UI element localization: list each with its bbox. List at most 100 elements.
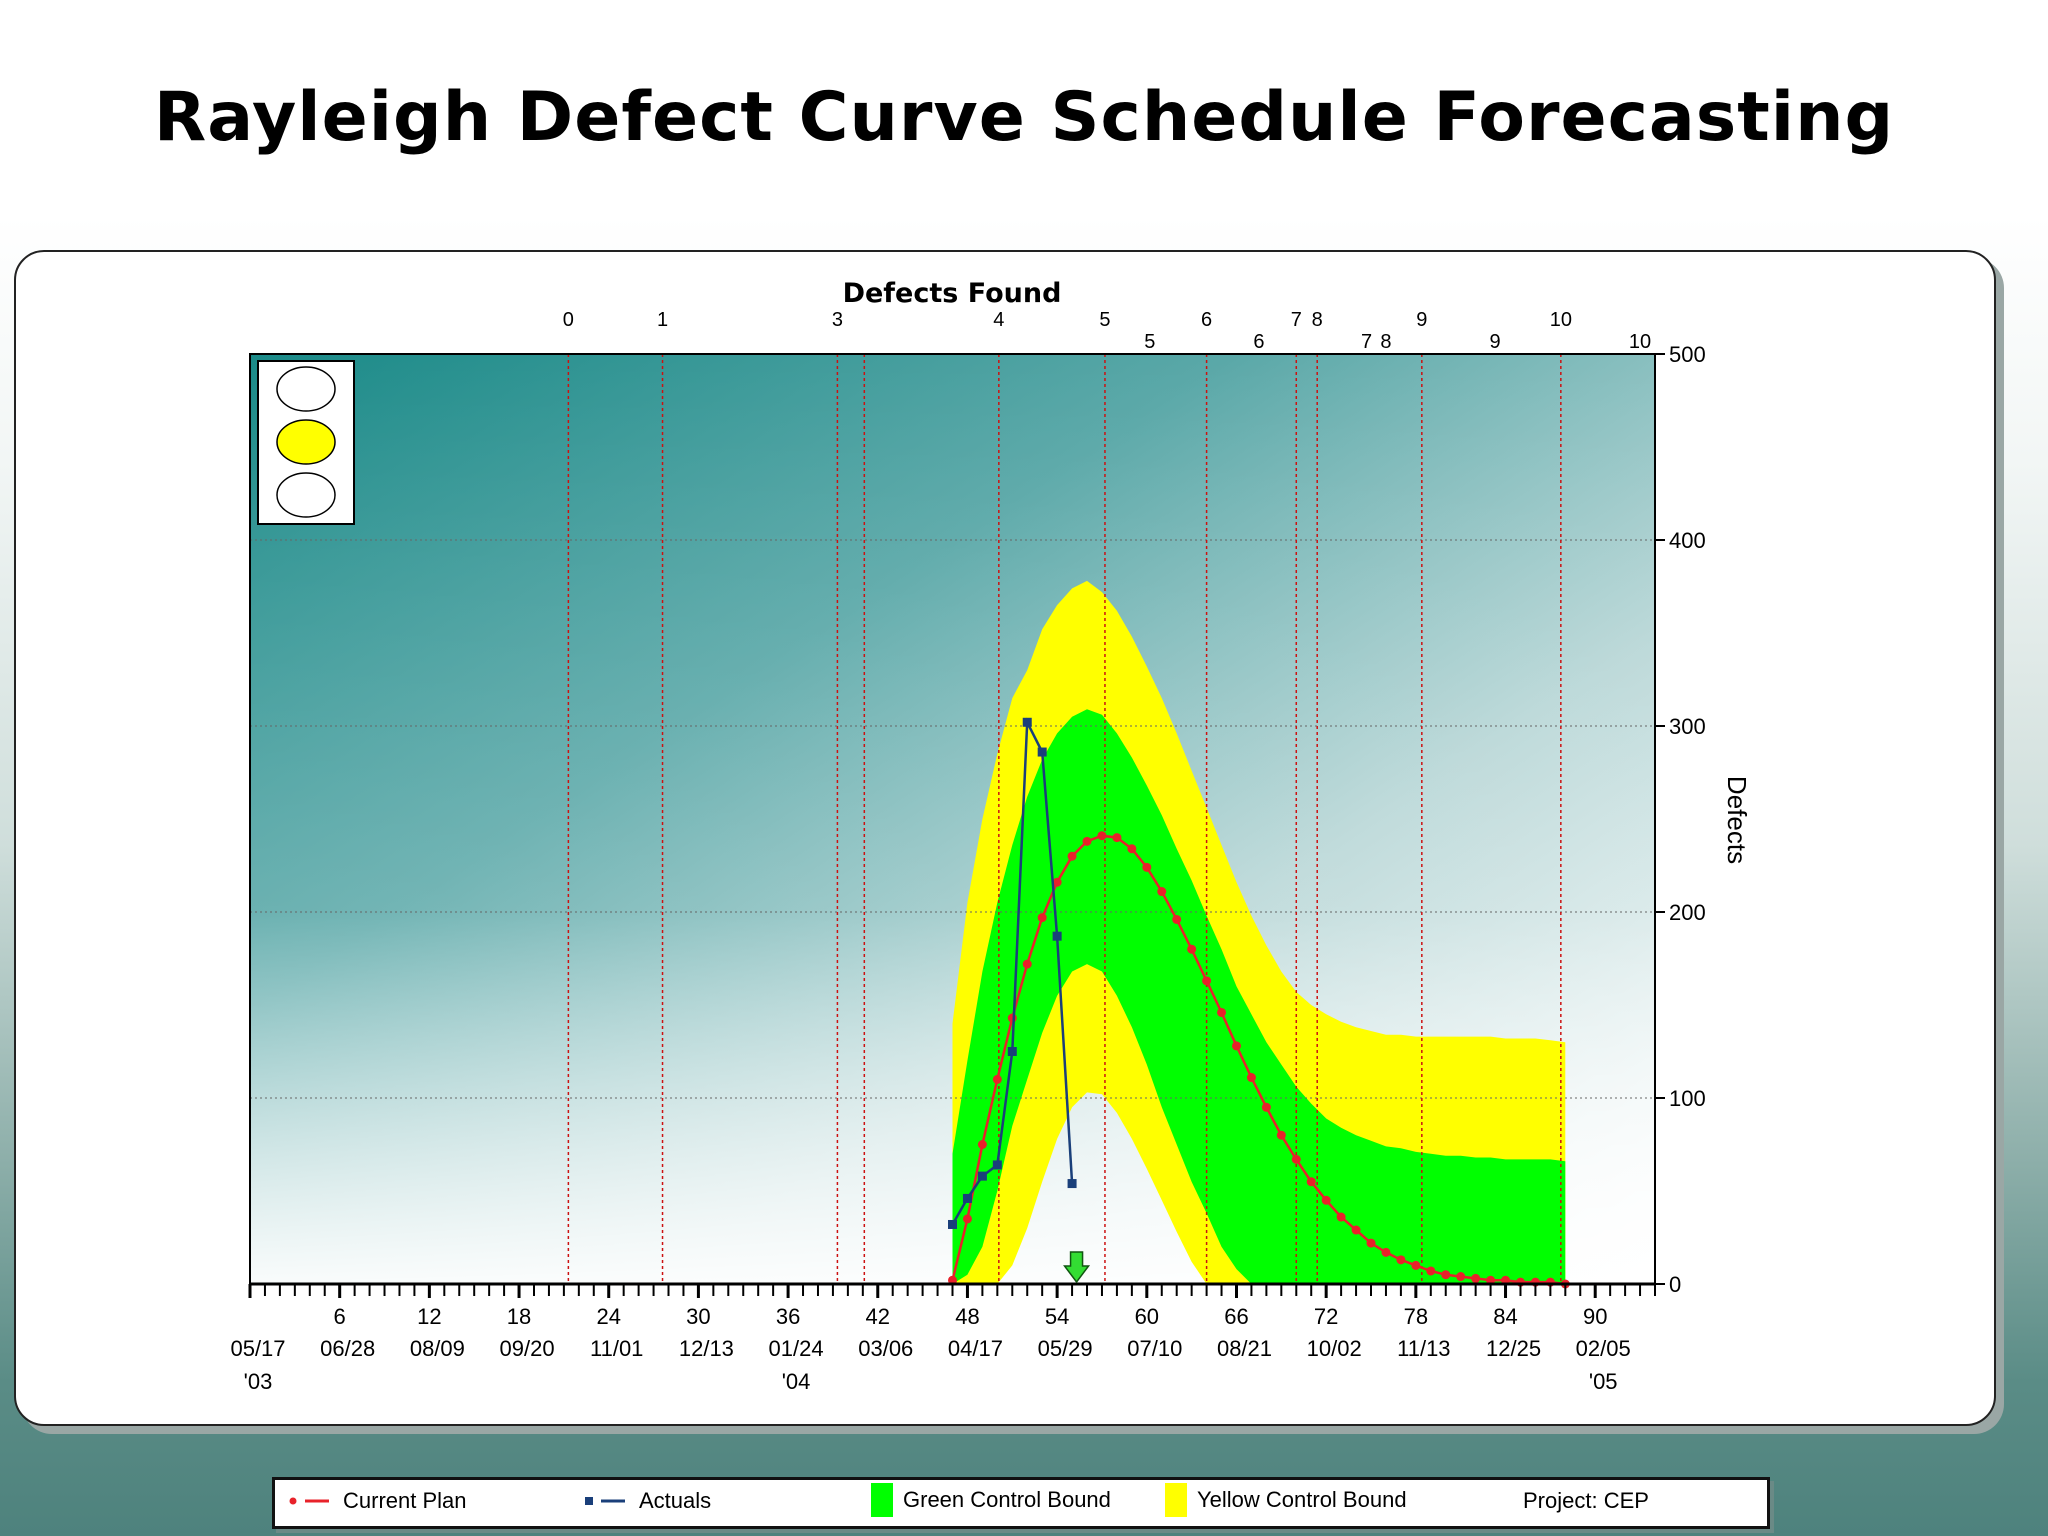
actuals-point [1007, 1047, 1017, 1056]
plan-point [1157, 887, 1167, 897]
plan-point [1396, 1255, 1406, 1265]
x-tick-label: 72 [1314, 1304, 1338, 1329]
x-tick-label: 6 [334, 1304, 346, 1329]
milestone-label: 0 [563, 309, 574, 331]
actuals-point [992, 1160, 1002, 1170]
date-label: 08/09 [410, 1336, 465, 1361]
plan-point [1202, 976, 1212, 986]
yellow-swatch-icon [1165, 1483, 1187, 1517]
plan-point [1142, 862, 1152, 872]
legend-plan-label: Current Plan [343, 1488, 467, 1513]
plan-point [1441, 1270, 1451, 1280]
plan-point [1112, 833, 1122, 843]
plan-point [1456, 1272, 1466, 1282]
legend-yellow-label: Yellow Control Bound [1197, 1487, 1407, 1512]
current-date-arrow-icon [1063, 1251, 1091, 1284]
actuals-point [1022, 717, 1032, 727]
milestone-label: 9 [1416, 309, 1427, 331]
date-label: 12/13 [679, 1336, 734, 1361]
milestone-label: 7 [1361, 331, 1372, 353]
chart-title: Defects Found [843, 278, 1062, 309]
plan-point [1187, 944, 1197, 954]
y-tick-label: 200 [1669, 900, 1706, 925]
plan-point [1097, 831, 1107, 841]
date-label: 11/13 [1397, 1336, 1450, 1361]
plan-point [1321, 1195, 1331, 1205]
plan-point [1366, 1238, 1376, 1248]
milestone-label: 9 [1490, 331, 1501, 353]
year-label: '05 [1589, 1369, 1618, 1394]
plan-point [1471, 1273, 1481, 1283]
date-label: 01/24 [769, 1336, 824, 1361]
milestone-label: 6 [1253, 331, 1264, 353]
x-tick-label: 12 [417, 1304, 441, 1329]
date-label: 03/06 [858, 1336, 913, 1361]
plan-point [1007, 1013, 1017, 1023]
green-swatch-icon [871, 1483, 893, 1517]
plan-point [1426, 1266, 1436, 1276]
plan-point [1291, 1154, 1301, 1164]
milestone-label: 10 [1550, 309, 1572, 331]
plan-point [962, 1214, 972, 1224]
legend-item-yellow: Yellow Control Bound [1165, 1483, 1407, 1517]
plan-point [1127, 844, 1137, 854]
legend-item-green: Green Control Bound [871, 1483, 1111, 1517]
legend-item-plan: Current Plan [287, 1488, 467, 1514]
legend-green-label: Green Control Bound [903, 1487, 1111, 1512]
date-label: 02/05 [1576, 1336, 1631, 1361]
milestone-label: 1 [657, 309, 668, 331]
date-label: 07/10 [1127, 1336, 1182, 1361]
milestone-label: 8 [1380, 331, 1391, 353]
indicator-light-top [276, 366, 336, 412]
y-tick-label: 100 [1669, 1086, 1706, 1111]
x-tick-label: 90 [1583, 1304, 1607, 1329]
actuals-point [948, 1219, 957, 1229]
x-tick-label: 36 [776, 1304, 800, 1329]
milestone-label: 7 [1291, 309, 1302, 331]
plan-point [1381, 1247, 1391, 1257]
date-label: 06/28 [320, 1336, 375, 1361]
x-tick-label: 84 [1493, 1304, 1517, 1329]
plan-point [1276, 1130, 1286, 1140]
plan-point [992, 1074, 1002, 1084]
plan-point [977, 1140, 987, 1149]
actuals-point [1067, 1179, 1077, 1189]
plan-point [1306, 1177, 1316, 1187]
x-tick-label: 60 [1135, 1304, 1159, 1329]
page-title: Rayleigh Defect Curve Schedule Forecasti… [153, 78, 1895, 157]
year-label: '03 [244, 1369, 273, 1394]
milestone-label: 8 [1312, 309, 1323, 331]
x-tick-label: 42 [866, 1304, 890, 1329]
x-tick-label: 30 [686, 1304, 710, 1329]
plan-point [1022, 959, 1032, 969]
x-tick-label: 78 [1404, 1304, 1428, 1329]
plan-point [1082, 836, 1092, 846]
plan-point [1261, 1102, 1271, 1112]
plan-point [1037, 913, 1047, 923]
y-tick-label: 300 [1669, 714, 1706, 739]
y-tick-label: 400 [1669, 528, 1706, 553]
indicator-light-bottom [276, 472, 336, 518]
plan-point [1172, 914, 1182, 924]
date-label: 04/17 [948, 1336, 1003, 1361]
milestone-label: 5 [1144, 331, 1155, 353]
legend: Current Plan Actuals Green Control Bound… [272, 1477, 1770, 1529]
x-tick-label: 18 [507, 1304, 531, 1329]
plan-point [1067, 851, 1077, 861]
indicator-light-yellow [276, 419, 336, 465]
milestone-label: 3 [832, 309, 843, 331]
plan-point [1231, 1041, 1241, 1051]
plan-point [1246, 1073, 1256, 1083]
date-label: 09/20 [500, 1336, 555, 1361]
x-tick-label: 54 [1045, 1304, 1069, 1329]
actuals-point [1052, 931, 1062, 941]
plan-legend-icon [289, 1497, 329, 1505]
date-label: 08/21 [1217, 1336, 1272, 1361]
legend-actuals-label: Actuals [639, 1488, 712, 1513]
milestone-label: 10 [1629, 331, 1651, 353]
plan-point [1217, 1007, 1227, 1017]
plan-point [1336, 1212, 1346, 1222]
x-tick-label: 48 [955, 1304, 979, 1329]
date-label: 10/02 [1307, 1336, 1362, 1361]
date-label: 05/17 [230, 1336, 285, 1361]
